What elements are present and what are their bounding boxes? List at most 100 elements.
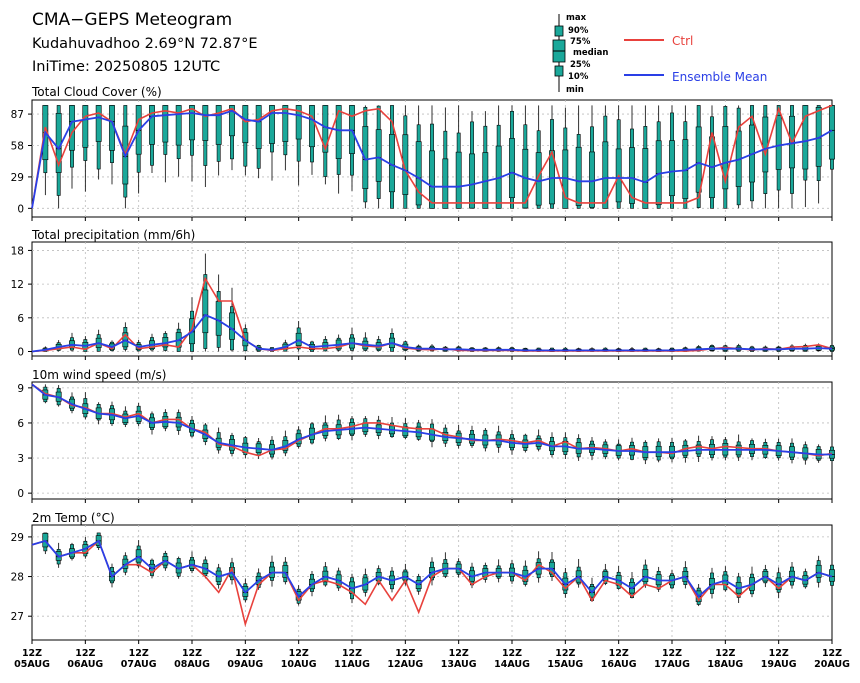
ensemble-box [335, 334, 342, 352]
ensemble-box [442, 107, 449, 209]
ensemble-box [575, 558, 582, 588]
legend-median: median [573, 48, 608, 58]
ensemble-box [655, 438, 662, 463]
ensemble-iqr-box [575, 146, 582, 206]
ensemble-box [469, 425, 475, 448]
ensemble-box [522, 560, 529, 587]
ensemble-box [509, 105, 515, 209]
ensemble-iqr-box [242, 105, 249, 144]
ensemble-box [215, 105, 222, 176]
ensemble-iqr-box [95, 105, 102, 142]
ensemble-box [269, 555, 275, 587]
ensemble-iqr-box [669, 140, 675, 197]
ensemble-box [682, 105, 689, 209]
series-ensemble-mean-line [31, 109, 833, 209]
ensemble-box [282, 430, 289, 457]
y-tick-label: 27 [11, 611, 24, 623]
ensemble-box [55, 385, 62, 407]
legend-p25: 25% [570, 60, 591, 70]
ensemble-box [362, 332, 369, 352]
ensemble-iqr-box [442, 158, 449, 209]
ensemble-box [162, 331, 169, 352]
time-tick-date: 13AUG [441, 659, 477, 670]
ensemble-iqr-box [509, 138, 515, 198]
ensemble-box [429, 419, 435, 448]
ensemble-box [789, 438, 795, 464]
ensemble-box [495, 559, 502, 583]
ensemble-box [562, 107, 569, 209]
ensemble-box [242, 105, 249, 176]
ensemble-box [495, 105, 502, 209]
ensemble-box [589, 105, 595, 209]
y-tick-label: 29 [11, 172, 24, 184]
ensemble-box [669, 438, 675, 463]
ensemble-box [189, 105, 195, 182]
ensemble-box [642, 105, 649, 209]
ensemble-box [295, 105, 302, 186]
legend-max: max [566, 13, 587, 23]
ensemble-box [522, 105, 529, 209]
ensemble-iqr-box [175, 105, 182, 146]
y-tick-label: 29 [11, 532, 24, 544]
time-tick-date: 15AUG [547, 659, 583, 670]
ensemble-box [375, 415, 382, 440]
series-ctrl-line [31, 104, 833, 209]
panel-wind-speed: 10m wind speed (m/s) 0 3 6 9 [17, 368, 835, 503]
y-tick-label: 0 [17, 488, 24, 500]
time-tick-date: 09AUG [227, 659, 263, 670]
ensemble-iqr-box [535, 152, 542, 206]
ensemble-box [69, 332, 75, 352]
ensemble-box [109, 105, 115, 185]
ensemble-iqr-box [415, 141, 422, 206]
time-tick-date: 06AUG [67, 659, 103, 670]
ensemble-box [82, 392, 89, 420]
ensemble-box [722, 437, 729, 461]
ensemble-box [429, 105, 435, 209]
time-tick-hour: 12Z [502, 648, 522, 659]
ensemble-iqr-box [229, 312, 235, 340]
time-tick-date: 20AUG [814, 659, 850, 670]
ensemble-box [295, 426, 302, 449]
series-ensemble-mean-line [31, 313, 833, 353]
ensemble-iqr-box [589, 151, 595, 208]
legend-mean-label: Ensemble Mean [672, 70, 767, 84]
time-tick-hour: 12Z [342, 648, 362, 659]
ensemble-box [189, 551, 195, 574]
panel-precipitation: Total precipitation (mm/6h) 0 6 12 18 [11, 228, 835, 360]
ensemble-iqr-box [202, 289, 209, 334]
panel-frame [31, 381, 833, 500]
time-axis: 12Z05AUG12Z06AUG12Z07AUG12Z08AUG12Z09AUG… [14, 648, 850, 670]
time-tick-hour: 12Z [769, 648, 789, 659]
ensemble-box [735, 343, 742, 352]
y-tick-label: 3 [17, 453, 24, 465]
series-ctrl-line [31, 383, 833, 457]
ensemble-box [215, 274, 222, 352]
ensemble-iqr-box [642, 148, 649, 209]
ensemble-box [402, 418, 409, 440]
ensemble-iqr-box [215, 301, 222, 336]
ensemble-box [815, 105, 822, 204]
time-tick-hour: 12Z [715, 648, 735, 659]
ensemble-iqr-box [402, 134, 409, 195]
legend-ctrl-label: Ctrl [672, 34, 693, 48]
ensemble-box [829, 105, 835, 187]
ensemble-iqr-box [82, 105, 89, 148]
ensemble-iqr-box [189, 105, 195, 141]
ensemble-box [322, 562, 329, 587]
ensemble-iqr-box [815, 564, 822, 578]
ensemble-box [229, 287, 235, 352]
ensemble-box [629, 105, 635, 209]
panel-title-temperature: 2m Temp (°C) [32, 511, 115, 525]
series-ctrl-line [31, 276, 833, 353]
ensemble-box [269, 436, 275, 460]
ensemble-iqr-box [642, 569, 649, 583]
ensemble-box [95, 329, 102, 352]
ensemble-iqr-box [375, 129, 382, 182]
time-tick-hour: 12Z [662, 648, 682, 659]
ensemble-box [55, 105, 62, 209]
y-tick-label: 9 [17, 383, 24, 395]
ensemble-iqr-box [722, 126, 729, 190]
ensemble-box [762, 105, 769, 209]
legend-min: min [566, 85, 584, 95]
